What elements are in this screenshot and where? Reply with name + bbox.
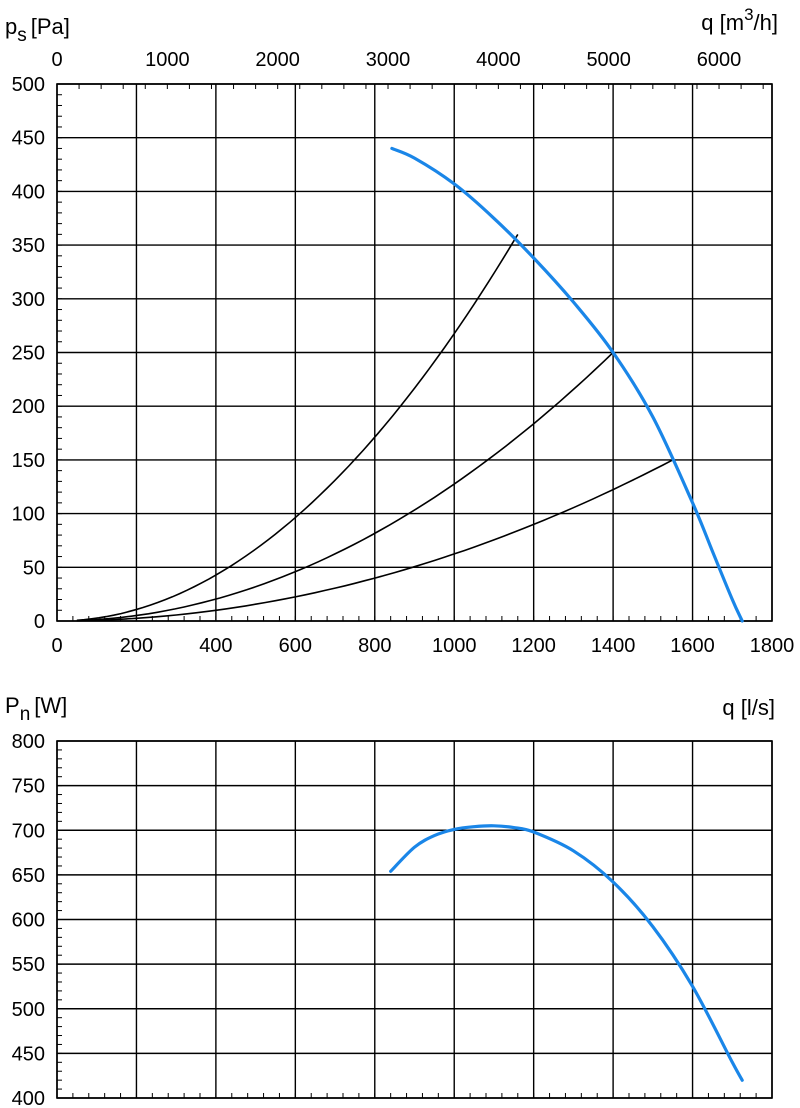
top-axis-tick-label: 4000 [476, 49, 521, 71]
y-tick-label: 700 [12, 820, 45, 842]
top-axis-tick-label: 1000 [145, 49, 190, 71]
system-curve [76, 459, 674, 622]
top-axis-tick-label: 6000 [697, 49, 742, 71]
y-tick-label: 400 [12, 181, 45, 203]
x-tick-label: 0 [51, 635, 62, 657]
power-axis-label: Pn [W] [5, 693, 67, 725]
y-tick-label: 500 [12, 74, 45, 96]
y-tick-label: 100 [12, 504, 45, 526]
pressure-axis-label: ps [Pa] [5, 14, 70, 46]
y-tick-label: 650 [12, 865, 45, 887]
x-tick-label: 1800 [750, 635, 795, 657]
pressure-plot-frame [56, 83, 773, 622]
x-tick-label: 1000 [432, 635, 477, 657]
x-tick-label: 400 [199, 635, 232, 657]
top-axis-tick-label: 2000 [255, 49, 300, 71]
system-curve [76, 233, 519, 622]
x-tick-label: 800 [358, 635, 391, 657]
top-axis-tick-label: 5000 [586, 49, 631, 71]
flow-m3h-axis-label: q [m3/h] [701, 5, 778, 35]
y-tick-label: 0 [34, 611, 45, 633]
y-tick-label: 50 [23, 557, 45, 579]
x-tick-label: 200 [120, 635, 153, 657]
flow-ls-axis-label: q [l/s] [722, 695, 775, 720]
pressure-curves [76, 146, 744, 623]
top-axis-tick-label: 0 [51, 49, 62, 71]
y-tick-label: 750 [12, 776, 45, 798]
y-tick-label: 600 [12, 910, 45, 932]
x-tick-label: 600 [279, 635, 312, 657]
y-tick-label: 200 [12, 396, 45, 418]
y-tick-label: 400 [12, 1088, 45, 1108]
y-tick-label: 150 [12, 450, 45, 472]
power-curve [389, 824, 744, 1082]
power-curves [389, 824, 744, 1082]
fan-pressure-curve [390, 146, 744, 623]
y-tick-label: 450 [12, 128, 45, 150]
system-curve [76, 351, 614, 622]
y-tick-label: 550 [12, 954, 45, 976]
x-tick-label: 1400 [591, 635, 636, 657]
y-tick-label: 350 [12, 235, 45, 257]
top-axis-tick-label: 3000 [366, 49, 411, 71]
x-tick-label: 1200 [511, 635, 556, 657]
y-tick-label: 500 [12, 999, 45, 1021]
x-tick-label: 1600 [670, 635, 715, 657]
y-tick-label: 450 [12, 1043, 45, 1065]
y-tick-label: 250 [12, 343, 45, 365]
power-chart: 400 450 500 550 600 650 700 750 800 Pn [W] q [l/s… [5, 693, 775, 1108]
power-plot-frame [56, 740, 773, 1099]
power-tick-labels: 400 450 500 550 600 650 700 750 800 [12, 731, 45, 1108]
pressure-grid [56, 83, 773, 622]
y-tick-label: 300 [12, 289, 45, 311]
power-grid [56, 740, 773, 1099]
y-tick-label: 800 [12, 731, 45, 753]
